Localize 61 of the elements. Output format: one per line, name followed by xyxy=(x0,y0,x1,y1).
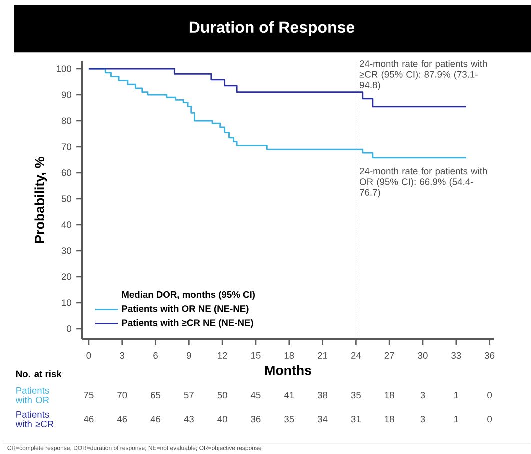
y-tick-label: 50 xyxy=(62,196,72,202)
text: 46 xyxy=(117,416,128,423)
y-tick-label: 80 xyxy=(62,118,72,124)
y-tick-label: 20 xyxy=(62,274,72,280)
x-tick-label: 9 xyxy=(187,352,192,359)
x-axis-title: Months xyxy=(265,366,312,376)
text: Patients with ≥CR xyxy=(16,411,54,428)
annotation: 24-month rate for patients with OR (95% CI): 66.9% (54.4-76.7) xyxy=(360,168,488,198)
text: 50 xyxy=(218,392,228,399)
text: 0 xyxy=(488,416,492,423)
text: 70 xyxy=(118,392,128,399)
x-tick-label: 18 xyxy=(284,352,294,359)
x-tick-label: 12 xyxy=(218,352,228,359)
text: 38 xyxy=(318,392,328,399)
x-tick-label: 36 xyxy=(484,352,495,359)
text: 43 xyxy=(184,416,194,423)
text: 1 xyxy=(454,416,459,423)
text: 0 xyxy=(488,392,492,399)
y-tick-label: 90 xyxy=(62,92,72,98)
text: 31 xyxy=(351,416,361,423)
y-tick-label: 40 xyxy=(62,222,72,228)
text: 57 xyxy=(184,392,194,399)
x-tick-label: 24 xyxy=(351,352,362,359)
x-tick-label: 27 xyxy=(384,352,394,359)
text: Patients with OR xyxy=(16,387,50,404)
text: 3 xyxy=(420,416,426,423)
text: 1 xyxy=(454,392,459,399)
x-tick-label: 21 xyxy=(318,352,328,359)
y-tick-label: 60 xyxy=(62,170,72,176)
y-tick-label: 100 xyxy=(57,66,72,72)
y-tick-label: 10 xyxy=(62,300,72,306)
x-tick-label: 15 xyxy=(251,352,261,359)
x-tick-label: 3 xyxy=(120,352,125,359)
text: 65 xyxy=(151,392,161,399)
text: 35 xyxy=(351,392,361,399)
text: 41 xyxy=(284,392,294,399)
text: No. at risk xyxy=(16,370,62,378)
text: 18 xyxy=(385,416,394,423)
x-tick-label: 33 xyxy=(452,352,462,359)
x-tick-label: 0 xyxy=(86,352,92,359)
y-tick-label: 30 xyxy=(62,248,72,254)
text: 46 xyxy=(150,416,161,423)
text: 35 xyxy=(284,416,294,423)
text: 45 xyxy=(250,392,261,399)
annotation: 24-month rate for patients with ≥CR (95% CI): 87.9% (73.1-94.8) xyxy=(360,60,488,90)
x-tick-label: 6 xyxy=(154,352,158,359)
text: 3 xyxy=(420,392,426,399)
text: 36 xyxy=(251,416,261,423)
y-axis-title: Probability, % xyxy=(34,157,48,243)
y-tick-label: 0 xyxy=(67,326,72,332)
text: 46 xyxy=(84,416,94,423)
y-tick-label: 70 xyxy=(62,144,72,150)
x-tick-label: 30 xyxy=(418,352,428,359)
legend-label: Patients with ≥CR NE (NE-NE) xyxy=(122,319,254,328)
chart-title: Duration of Response xyxy=(190,21,355,36)
legend-label: Patients with OR NE (NE-NE) xyxy=(122,305,249,314)
text: 75 xyxy=(84,392,94,399)
text: 18 xyxy=(385,392,394,399)
legend-title: Median DOR, months (95% CI) xyxy=(122,291,255,300)
text: 34 xyxy=(318,416,328,423)
text: 40 xyxy=(218,416,228,423)
